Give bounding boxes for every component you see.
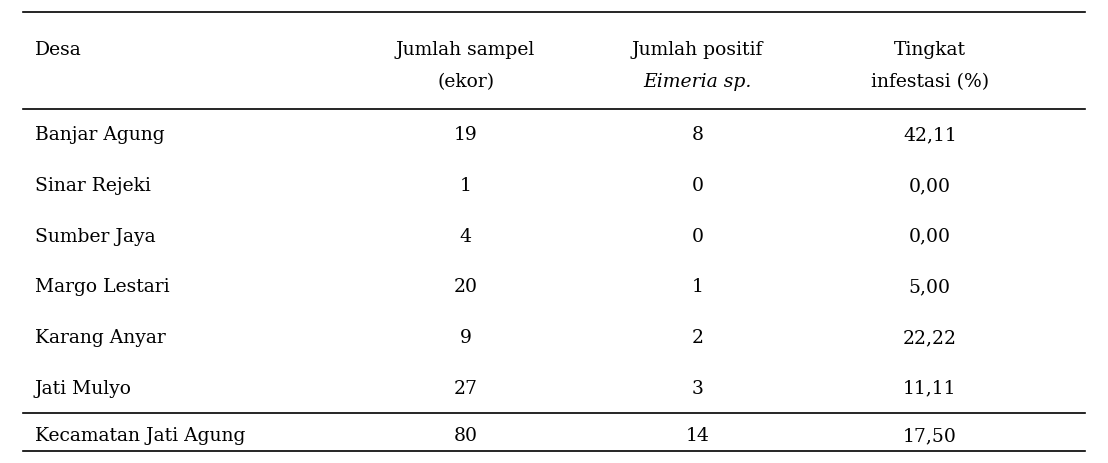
Text: 4: 4 [460,227,472,245]
Text: 11,11: 11,11 [903,379,956,397]
Text: 20: 20 [453,278,478,296]
Text: (ekor): (ekor) [437,73,494,91]
Text: Sumber Jaya: Sumber Jaya [34,227,155,245]
Text: 22,22: 22,22 [903,328,957,346]
Text: Desa: Desa [34,41,81,59]
Text: 42,11: 42,11 [903,126,956,144]
Text: 1: 1 [460,176,472,194]
Text: 8: 8 [691,126,704,144]
Text: 9: 9 [460,328,472,346]
Text: 17,50: 17,50 [903,426,956,444]
Text: 19: 19 [453,126,478,144]
Text: 0: 0 [691,176,704,194]
Text: infestasi (%): infestasi (%) [871,73,988,91]
Text: Kecamatan Jati Agung: Kecamatan Jati Agung [34,426,245,444]
Text: 0,00: 0,00 [909,227,951,245]
Text: 0,00: 0,00 [909,176,951,194]
Text: Sinar Rejeki: Sinar Rejeki [34,176,151,194]
Text: Jumlah sampel: Jumlah sampel [396,41,535,59]
Text: 1: 1 [691,278,704,296]
Text: Karang Anyar: Karang Anyar [34,328,165,346]
Text: 3: 3 [691,379,704,397]
Text: Jumlah positif: Jumlah positif [632,41,763,59]
Text: Jati Mulyo: Jati Mulyo [34,379,132,397]
Text: 80: 80 [453,426,478,444]
Text: Banjar Agung: Banjar Agung [34,126,164,144]
Text: Eimeria sp.: Eimeria sp. [644,73,752,91]
Text: 27: 27 [453,379,478,397]
Text: 14: 14 [686,426,709,444]
Text: Margo Lestari: Margo Lestari [34,278,170,296]
Text: Tingkat: Tingkat [894,41,966,59]
Text: 0: 0 [691,227,704,245]
Text: 5,00: 5,00 [909,278,951,296]
Text: 2: 2 [691,328,704,346]
